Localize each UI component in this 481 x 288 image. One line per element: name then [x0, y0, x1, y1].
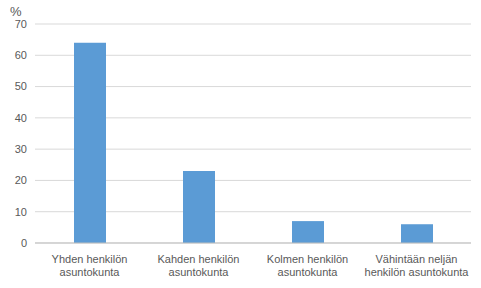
svg-text:Yhden henkilön: Yhden henkilön [52, 253, 128, 265]
svg-text:henkilön asuntokunta: henkilön asuntokunta [365, 266, 470, 278]
svg-text:asuntokunta: asuntokunta [278, 266, 339, 278]
svg-text:30: 30 [15, 143, 27, 155]
svg-text:Kolmen henkilön: Kolmen henkilön [267, 253, 348, 265]
svg-text:20: 20 [15, 174, 27, 186]
svg-text:50: 50 [15, 80, 27, 92]
svg-text:40: 40 [15, 112, 27, 124]
svg-text:asuntokunta: asuntokunta [169, 266, 230, 278]
svg-text:70: 70 [15, 18, 27, 30]
svg-text:asuntokunta: asuntokunta [60, 266, 121, 278]
svg-text:0: 0 [21, 237, 27, 249]
svg-text:Vähintään neljän: Vähintään neljän [376, 253, 458, 265]
svg-text:10: 10 [15, 206, 27, 218]
svg-text:60: 60 [15, 49, 27, 61]
svg-text:Kahden henkilön: Kahden henkilön [158, 253, 240, 265]
